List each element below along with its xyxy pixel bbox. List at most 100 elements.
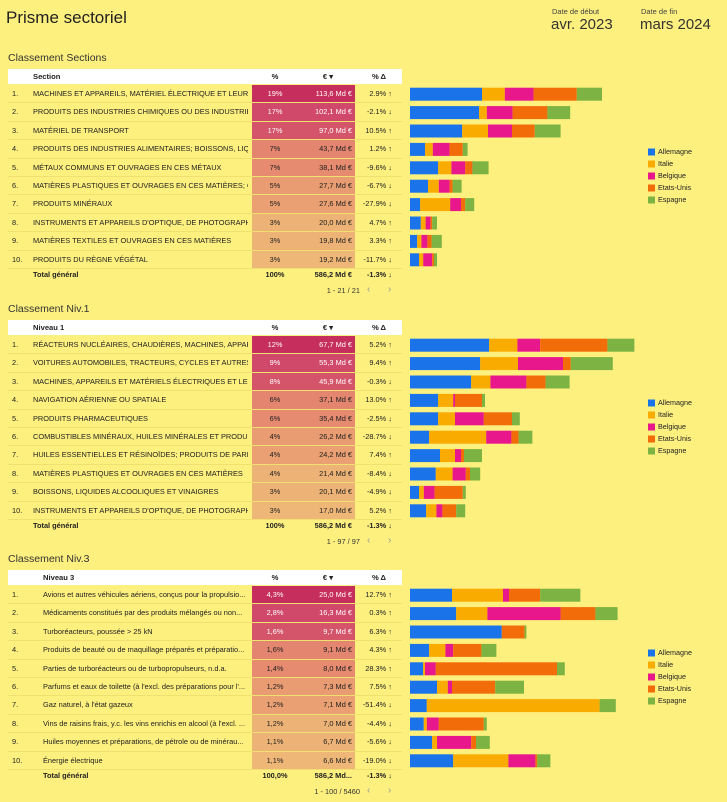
page-next[interactable]: › xyxy=(388,785,392,796)
row-separator xyxy=(8,519,402,520)
bar-segment xyxy=(453,643,482,657)
delta-cell: 2.9% ↑ xyxy=(369,89,392,98)
bar-segment xyxy=(453,754,509,768)
value-cell: 16,3 Md € xyxy=(298,604,355,622)
rank: 6. xyxy=(12,181,19,190)
row-separator xyxy=(8,750,402,752)
share-cell: 7% xyxy=(252,140,298,158)
row-label: Vins de raisins frais, y.c. les vins enr… xyxy=(43,718,245,728)
rank: 7. xyxy=(12,700,19,710)
rank: 8. xyxy=(12,468,19,478)
rank: 6. xyxy=(12,682,19,691)
delta-cell: -4.9% ↓ xyxy=(366,487,392,497)
bar-segment xyxy=(465,161,473,175)
total-value: 586,2 Md... xyxy=(314,771,352,780)
bar-segment xyxy=(437,735,472,749)
value-cell: 102,1 Md € xyxy=(298,103,355,121)
date-label: Date de fin xyxy=(641,7,678,16)
bar-segment xyxy=(410,680,437,694)
row-label: Parfums et eaux de toilette (à l'excl. d… xyxy=(43,682,246,691)
value-cell: 35,4 Md € xyxy=(298,409,355,427)
share-cell: 5% xyxy=(252,195,298,213)
share-cell: 1,2% xyxy=(252,696,298,714)
column-header[interactable]: € ▾ xyxy=(322,323,334,332)
rank: 4. xyxy=(12,645,19,655)
share-cell: 1,6% xyxy=(252,641,298,659)
bar-segment xyxy=(462,485,466,499)
page-next[interactable]: › xyxy=(388,535,392,546)
bar-segment xyxy=(429,643,446,657)
column-header[interactable]: € ▾ xyxy=(322,573,334,582)
row-separator xyxy=(8,249,402,251)
delta-cell: 12.7% ↑ xyxy=(365,590,392,599)
bar-segment xyxy=(445,643,454,657)
bar-segment xyxy=(432,735,437,749)
column-header: Niveau 1 xyxy=(33,323,65,332)
legend-swatch xyxy=(648,411,655,419)
page-next[interactable]: › xyxy=(388,284,392,295)
legend-swatch xyxy=(648,196,655,204)
legend-swatch xyxy=(648,423,655,431)
legend-label: Etats-Unis xyxy=(658,684,692,693)
share-cell: 8% xyxy=(252,372,298,391)
value-cell: 9,1 Md € xyxy=(298,641,355,659)
share-cell: 17% xyxy=(252,121,298,140)
delta-cell: -5.6% ↓ xyxy=(366,737,392,747)
row-label: INSTRUMENTS ET APPAREILS D'OPTIQUE, DE P… xyxy=(33,217,248,227)
share-cell: 9% xyxy=(252,354,298,372)
bar-segment xyxy=(410,393,439,407)
bar-segment xyxy=(410,412,439,426)
rank: 9. xyxy=(12,236,19,246)
legend-label: Belgique xyxy=(658,171,686,180)
row-label: BOISSONS, LIQUIDES ALCOOLIQUES ET VINAIG… xyxy=(33,487,219,497)
bar-segment xyxy=(495,680,524,694)
value-cell: 17,0 Md € xyxy=(298,501,355,519)
bar-segment xyxy=(426,504,437,518)
bar-segment xyxy=(432,216,437,230)
page-prev[interactable]: ‹ xyxy=(367,535,371,546)
row-separator xyxy=(8,212,402,214)
stacked-bar-chart: Allemagne Italie Belgique Etats-Unis Espagne xyxy=(410,338,692,518)
bar-segment xyxy=(423,717,427,731)
bar-segment xyxy=(438,393,454,407)
bar-segment xyxy=(410,449,440,463)
column-header[interactable]: € ▾ xyxy=(322,72,334,81)
share-cell: 3% xyxy=(252,232,298,250)
share-cell: 17% xyxy=(252,103,298,121)
bar-segment xyxy=(410,106,479,120)
bar-segment xyxy=(438,161,452,175)
rank: 3. xyxy=(12,125,19,135)
rank: 3. xyxy=(12,626,19,636)
row-label: MACHINES, APPAREILS ET MATÉRIELS ÉLECTRI… xyxy=(33,376,248,386)
bar-segment xyxy=(476,735,490,749)
share-cell: 1,2% xyxy=(252,678,298,696)
bar-segment xyxy=(436,504,443,518)
bar-segment xyxy=(486,430,512,444)
value-cell: 20,0 Md € xyxy=(298,213,355,232)
date-value[interactable]: mars 2024 xyxy=(640,16,711,33)
bar-segment xyxy=(432,142,450,156)
bar-segment xyxy=(438,717,484,731)
page-prev[interactable]: ‹ xyxy=(367,284,371,295)
total-share: 100% xyxy=(265,270,285,279)
total-delta: -1.3% ↓ xyxy=(366,270,392,279)
page-prev[interactable]: ‹ xyxy=(367,785,371,796)
row-separator xyxy=(8,640,402,642)
row-separator xyxy=(8,658,402,660)
value-cell: 113,6 Md € xyxy=(298,85,355,103)
bar-segment xyxy=(428,179,439,193)
date-value[interactable]: avr. 2023 xyxy=(551,16,613,33)
bar-segment xyxy=(425,142,433,156)
bar-segment xyxy=(511,430,519,444)
bar-segment xyxy=(449,142,463,156)
bar-segment xyxy=(490,375,527,389)
bar-segment xyxy=(456,504,466,518)
bar-segment xyxy=(410,735,433,749)
rank: 4. xyxy=(12,395,19,405)
row-separator xyxy=(8,157,402,159)
bar-segment xyxy=(420,198,451,212)
bar-segment xyxy=(570,357,613,371)
bar-segment xyxy=(518,430,533,444)
legend-label: Italie xyxy=(658,410,673,419)
bar-segment xyxy=(455,449,461,463)
